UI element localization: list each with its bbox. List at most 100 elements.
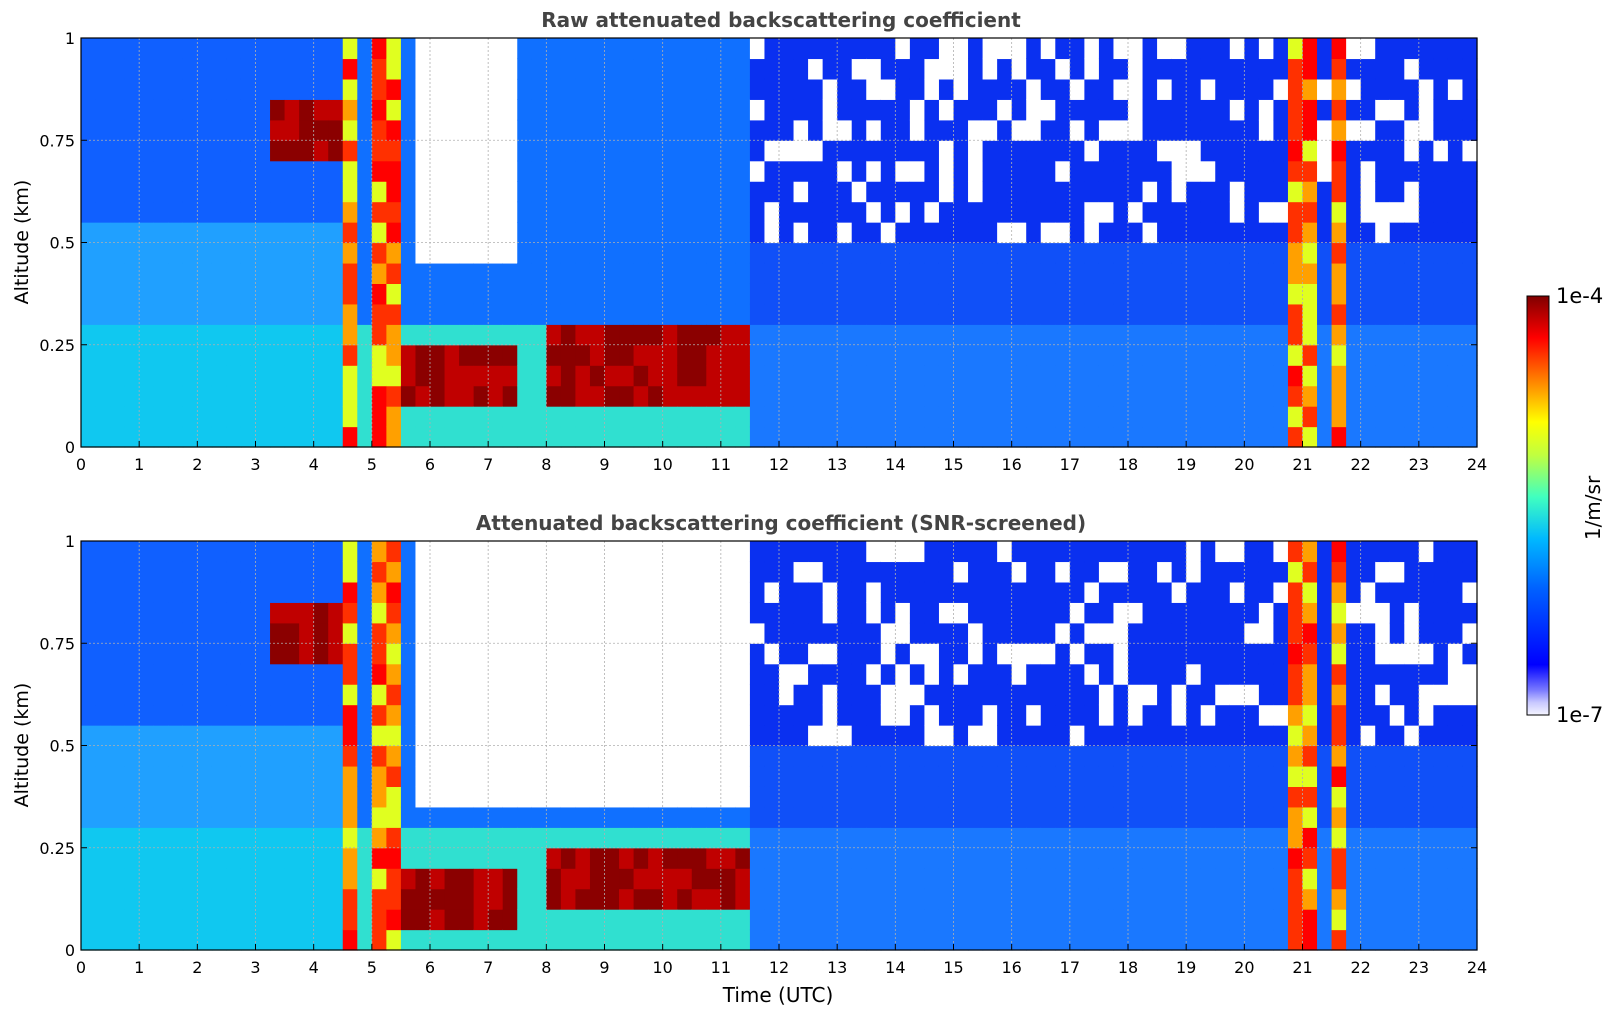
screened-heatmap-cell xyxy=(808,602,824,624)
screened-heatmap-cell xyxy=(633,827,649,849)
screened-heatmap-cell xyxy=(589,622,606,644)
screened-heatmap-cell xyxy=(1462,929,1478,951)
raw-heatmap-cell xyxy=(1317,262,1333,284)
raw-heatmap-cell xyxy=(1447,303,1464,325)
screened-heatmap-cell xyxy=(1447,888,1464,910)
raw-heatmap-cell xyxy=(662,78,678,100)
screened-heatmap-cell xyxy=(81,827,97,849)
raw-heatmap-cell xyxy=(1273,119,1289,141)
raw-heatmap-cell xyxy=(720,99,736,121)
raw-heatmap-cell xyxy=(997,385,1013,407)
raw-heatmap-cell xyxy=(270,160,286,182)
raw-heatmap-cell xyxy=(1389,324,1405,346)
screened-heatmap-cell xyxy=(1346,765,1362,787)
raw-heatmap-cell xyxy=(1011,283,1027,305)
raw-heatmap-cell xyxy=(517,78,533,100)
screened-heatmap-cell xyxy=(1215,806,1231,828)
raw-heatmap-cell xyxy=(1433,303,1449,325)
raw-heatmap-cell xyxy=(938,181,955,203)
raw-heatmap-cell xyxy=(968,365,984,387)
screened-heatmap-cell xyxy=(1447,561,1464,583)
screened-x-tick-label: 12 xyxy=(769,958,789,977)
screened-heatmap-cell xyxy=(313,684,329,706)
screened-heatmap-cell xyxy=(677,888,693,910)
raw-heatmap-cell xyxy=(1462,99,1478,121)
screened-heatmap-cell xyxy=(1404,888,1420,910)
screened-heatmap-cell xyxy=(938,806,955,828)
screened-heatmap-cell xyxy=(793,745,809,767)
screened-heatmap-cell xyxy=(938,868,955,890)
screened-heatmap-cell xyxy=(764,929,780,951)
raw-heatmap-cell xyxy=(430,99,446,121)
screened-heatmap-cell xyxy=(299,909,315,931)
raw-heatmap-cell xyxy=(139,38,155,60)
raw-heatmap-cell xyxy=(95,385,111,407)
raw-heatmap-cell xyxy=(488,140,504,162)
raw-heatmap-cell xyxy=(371,181,387,203)
screened-heatmap-cell xyxy=(124,602,140,624)
screened-heatmap-cell xyxy=(749,561,766,583)
raw-heatmap-cell xyxy=(575,201,591,223)
raw-heatmap-cell xyxy=(1055,426,1071,448)
raw-heatmap-cell xyxy=(1360,38,1376,60)
screened-heatmap-cell xyxy=(400,643,417,665)
raw-heatmap-cell xyxy=(1433,406,1449,428)
screened-heatmap-cell xyxy=(735,786,751,808)
screened-heatmap-cell xyxy=(182,868,198,890)
raw-heatmap-cell xyxy=(255,58,271,80)
screened-heatmap-cell xyxy=(1055,929,1071,951)
screened-heatmap-cell xyxy=(139,663,155,685)
raw-heatmap-cell xyxy=(560,426,577,448)
raw-x-tick-label: 16 xyxy=(1001,455,1021,474)
screened-heatmap-cell xyxy=(371,786,387,808)
raw-heatmap-cell xyxy=(706,365,722,387)
screened-heatmap-cell xyxy=(589,561,606,583)
raw-heatmap-cell xyxy=(1447,262,1464,284)
raw-heatmap-cell xyxy=(560,38,577,60)
raw-heatmap-cell xyxy=(81,119,97,141)
raw-heatmap-cell xyxy=(691,324,707,346)
raw-heatmap-cell xyxy=(851,406,867,428)
screened-heatmap-cell xyxy=(1142,581,1158,603)
raw-x-tick-label: 9 xyxy=(599,455,609,474)
raw-heatmap-cell xyxy=(604,119,620,141)
screened-heatmap-cell xyxy=(1418,909,1434,931)
screened-heatmap-cell xyxy=(1375,765,1391,787)
raw-heatmap-cell xyxy=(1287,119,1304,141)
raw-heatmap-cell xyxy=(546,344,562,366)
screened-heatmap-cell xyxy=(764,663,780,685)
raw-heatmap-cell xyxy=(1157,78,1173,100)
screened-heatmap-cell xyxy=(822,786,838,808)
screened-heatmap-cell xyxy=(575,806,591,828)
screened-heatmap-cell xyxy=(153,643,169,665)
screened-heatmap-cell xyxy=(909,847,926,869)
raw-heatmap-cell xyxy=(968,426,984,448)
screened-heatmap-cell xyxy=(895,602,911,624)
screened-heatmap-cell xyxy=(880,561,896,583)
raw-heatmap-cell xyxy=(1084,242,1100,264)
raw-heatmap-cell xyxy=(1462,78,1478,100)
raw-heatmap-cell xyxy=(779,365,795,387)
screened-heatmap-cell xyxy=(677,643,693,665)
raw-heatmap-cell xyxy=(357,303,373,325)
screened-heatmap-cell xyxy=(1418,725,1434,747)
screened-heatmap-cell xyxy=(1171,868,1187,890)
screened-heatmap-cell xyxy=(153,929,169,951)
raw-heatmap-cell xyxy=(560,119,577,141)
raw-heatmap-cell xyxy=(197,303,213,325)
raw-heatmap-cell xyxy=(837,99,853,121)
screened-heatmap-cell xyxy=(517,786,533,808)
screened-heatmap-cell xyxy=(720,643,736,665)
raw-heatmap-cell xyxy=(371,242,387,264)
screened-heatmap-cell xyxy=(1418,765,1434,787)
screened-heatmap-cell xyxy=(880,888,896,910)
screened-heatmap-cell xyxy=(924,847,940,869)
raw-heatmap-cell xyxy=(619,222,635,244)
screened-heatmap-cell xyxy=(1317,827,1333,849)
raw-heatmap-cell xyxy=(1346,303,1362,325)
screened-heatmap-cell xyxy=(575,765,591,787)
raw-heatmap-cell xyxy=(95,222,111,244)
screened-heatmap-cell xyxy=(880,806,896,828)
raw-heatmap-cell xyxy=(357,365,373,387)
screened-heatmap-cell xyxy=(880,929,896,951)
